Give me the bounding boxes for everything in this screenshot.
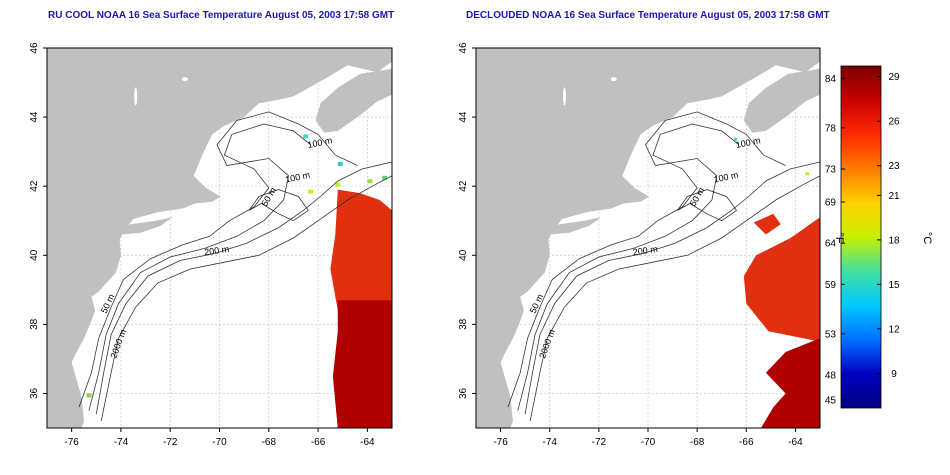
colorbar: 84 78 73 69 64 59 53 48 45 29 26 23 21 18 15 12 9 °F °C xyxy=(825,65,933,409)
land-nova-scotia xyxy=(315,68,392,133)
isobath-line xyxy=(78,123,311,408)
lake xyxy=(134,87,138,106)
land-long-island xyxy=(549,217,602,235)
y-tick-label: 44 xyxy=(29,111,40,123)
colorbar-label-f: 64 xyxy=(825,239,837,250)
y-tick-label: 38 xyxy=(29,318,40,330)
contour-label: 200 m xyxy=(204,244,230,257)
colorbar-label-f: 59 xyxy=(825,280,837,291)
sst-fleck xyxy=(308,189,314,194)
colorbar-gradient xyxy=(840,65,882,409)
lake xyxy=(182,77,188,82)
y-tick-label: 38 xyxy=(458,318,469,330)
colorbar-label-f: 45 xyxy=(825,395,837,406)
sst-fleck xyxy=(805,172,810,176)
colorbar-label-c: 21 xyxy=(888,191,900,202)
y-tick-label: 42 xyxy=(29,180,40,192)
x-tick-label: -76 xyxy=(64,437,79,448)
sst-patch xyxy=(743,217,820,342)
sst-fleck xyxy=(86,393,92,398)
colorbar-label-f: 84 xyxy=(825,74,837,85)
colorbar-label-c: 23 xyxy=(888,161,900,172)
land-long-island xyxy=(120,217,173,235)
isobath-line xyxy=(507,123,740,408)
colorbar-label-f: 78 xyxy=(825,123,837,134)
colorbar-label-f: 73 xyxy=(825,165,837,176)
colorbar-label-f: 53 xyxy=(825,329,837,340)
sst-fleck xyxy=(335,182,341,187)
fahrenheit-unit-label: °F xyxy=(833,232,845,243)
x-tick-label: -74 xyxy=(114,437,129,448)
sst-fleck xyxy=(367,179,373,184)
y-tick-label: 42 xyxy=(458,180,469,192)
colorbar-label-f: 48 xyxy=(825,371,837,382)
colorbar-label-c: 15 xyxy=(888,280,900,291)
x-tick-label: -74 xyxy=(542,437,557,448)
y-tick-label: 40 xyxy=(458,249,469,261)
celsius-unit-label: °C xyxy=(921,232,933,244)
isobath-line xyxy=(529,175,820,422)
isobath-line xyxy=(677,189,738,222)
colorbar-label-f: 69 xyxy=(825,197,837,208)
x-tick-label: -70 xyxy=(641,437,656,448)
sst-fleck xyxy=(303,134,309,139)
contour-label: 200 m xyxy=(632,244,658,257)
x-tick-label: -68 xyxy=(690,437,705,448)
x-tick-label: -72 xyxy=(592,437,607,448)
x-tick-label: -64 xyxy=(788,437,803,448)
x-tick-label: -70 xyxy=(212,437,227,448)
sst-fleck xyxy=(382,175,388,180)
x-tick-label: -64 xyxy=(360,437,375,448)
y-tick-label: 36 xyxy=(458,387,469,399)
y-tick-label: 44 xyxy=(458,111,469,123)
colorbar-label-c: 29 xyxy=(888,72,900,83)
colorbar-label-c: 12 xyxy=(888,324,900,335)
isobath-line xyxy=(88,111,358,411)
x-tick-label: -66 xyxy=(739,437,754,448)
colorbar-label-c: 26 xyxy=(888,117,900,128)
y-tick-label: 36 xyxy=(29,387,40,399)
isobath-line xyxy=(524,161,820,415)
y-tick-label: 46 xyxy=(29,42,40,54)
x-tick-label: -66 xyxy=(311,437,326,448)
colorbar-label-c: 9 xyxy=(891,369,897,380)
panel-title-raw: RU COOL NOAA 16 Sea Surface Temperature … xyxy=(48,10,395,21)
x-tick-label: -72 xyxy=(163,437,178,448)
land-nova-scotia xyxy=(743,68,820,133)
x-tick-label: -76 xyxy=(493,437,508,448)
colorbar-label-c: 18 xyxy=(888,235,900,246)
lake xyxy=(610,77,617,82)
panel-title-declouded: DECLOUDED NOAA 16 Sea Surface Temperatur… xyxy=(466,10,830,21)
sst-fleck xyxy=(337,162,343,166)
isobath-line xyxy=(95,161,392,415)
sst-patch xyxy=(753,213,781,235)
x-tick-label: -68 xyxy=(262,437,277,448)
isobath-line xyxy=(517,111,786,411)
y-tick-label: 40 xyxy=(29,249,40,261)
lake xyxy=(562,87,566,106)
sst-fleck xyxy=(734,137,737,141)
land-mass xyxy=(476,48,820,428)
land-mass xyxy=(47,48,392,428)
y-tick-label: 46 xyxy=(458,42,469,54)
isobath-line xyxy=(100,175,392,422)
sst-patch xyxy=(332,300,392,428)
isobath-line xyxy=(248,189,309,222)
sst-patch xyxy=(761,338,820,428)
